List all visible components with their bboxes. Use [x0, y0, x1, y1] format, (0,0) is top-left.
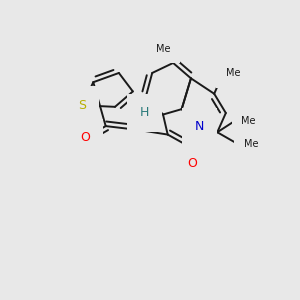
Text: Me: Me [241, 116, 256, 126]
Text: O: O [81, 131, 91, 144]
Text: O: O [188, 157, 197, 169]
Text: S: S [79, 99, 86, 112]
Text: Me: Me [244, 139, 258, 149]
Text: N: N [195, 120, 204, 134]
Text: Me: Me [156, 44, 170, 54]
Text: Me: Me [226, 68, 240, 78]
Text: H: H [140, 106, 149, 119]
